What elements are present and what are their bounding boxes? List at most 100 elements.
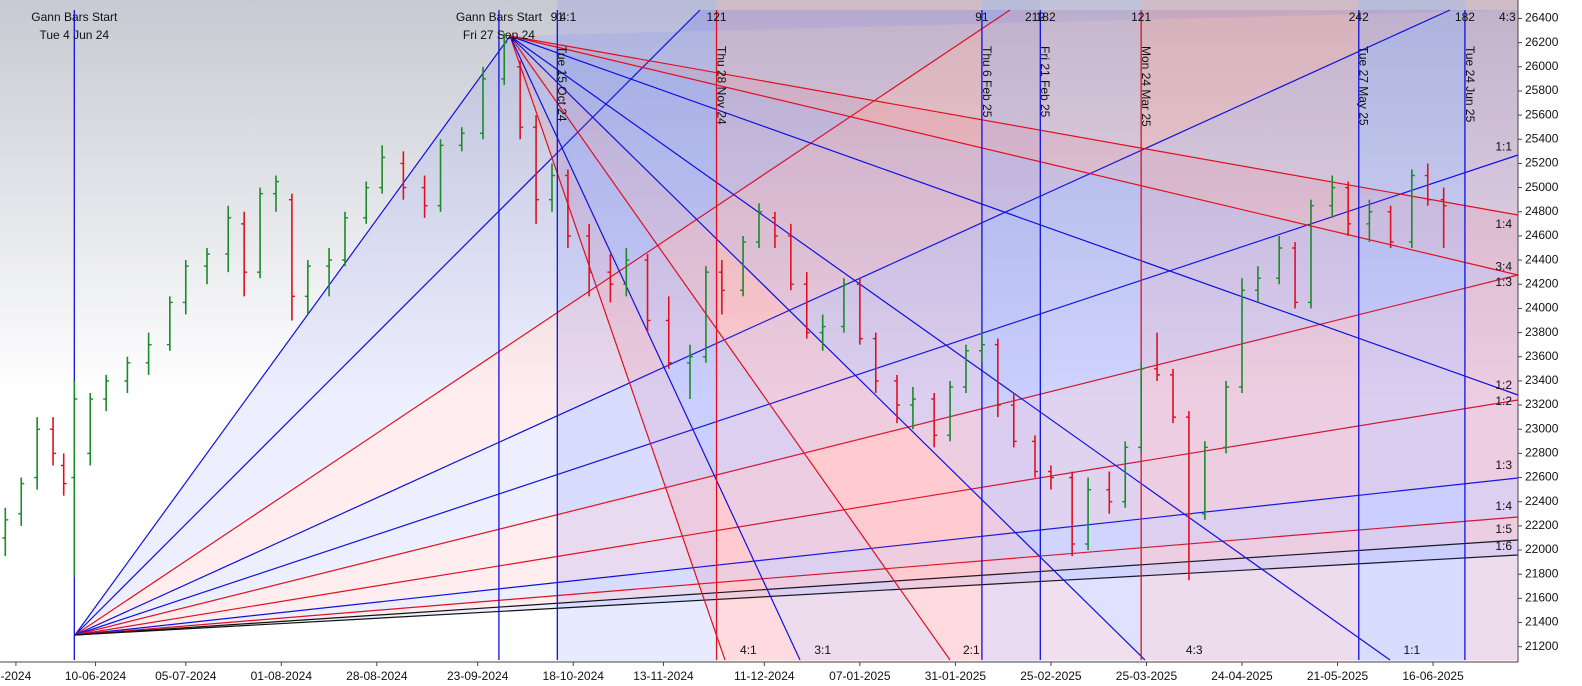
start-date: Tue 4 Jun 24 [40,28,110,42]
price-bar [756,203,762,249]
start-title: Gann Bars Start [31,10,118,24]
fan-line [74,477,1519,636]
x-tick-label: 18-10-2024 [543,669,605,683]
price-bar [437,139,444,212]
y-tick-label: 23200 [1525,397,1559,411]
x-tick-label: 07-01-2025 [829,669,891,683]
date-label: Fri 21 Feb 25 [1038,46,1052,118]
price-bar [644,254,651,333]
fan-line [74,9,701,636]
y-tick-label: 25000 [1525,180,1559,194]
y-tick-label: 24400 [1525,252,1559,266]
price-bar [623,248,630,297]
fan-label: 1:4 [1495,499,1512,513]
price-bar [665,296,672,369]
price-bar [1424,163,1431,206]
fan-line [74,9,1451,636]
fan-label: 3:1 [814,643,831,657]
price-bar [166,296,173,351]
price-bar [1239,278,1245,393]
top-label: 4:3 [1499,10,1516,24]
price-bar [400,151,407,200]
price-bar [819,314,826,351]
x-tick-label: 13-11-2024 [633,669,694,683]
fan-label: 4:3 [1186,643,1203,657]
price-bar [718,260,725,315]
fan-line [509,35,1391,661]
price-bar [1329,175,1336,218]
start-title: Gann Bars Start [456,10,543,24]
time-band [1358,0,1465,662]
price-bar [103,374,110,412]
price-bar [1138,362,1145,454]
axes: 21200 21400 21600 21800 22000 22200 22400 22600… [1,11,1559,684]
price-bar [1408,169,1415,249]
fan-sector [510,36,1518,660]
price-bar [840,278,847,333]
y-tick-label: 21800 [1525,566,1559,580]
y-tick-label: 24000 [1525,301,1559,315]
x-tick-label: 10-06-2024 [65,669,127,683]
price-bar [2,507,9,557]
price-bar [894,374,900,424]
y-tick-label: 21400 [1525,615,1559,629]
top-label: 4:1 [560,10,577,24]
start-date: Fri 27 Sep 24 [463,28,535,42]
price-bar [963,344,969,393]
price-bar [1185,411,1192,581]
price-bar [71,380,78,577]
price-bar [1106,471,1113,514]
date-label: Thu 6 Feb 25 [980,46,994,118]
date-label: Thu 28 Nov 24 [714,46,728,125]
top-label: 121 [707,10,727,24]
price-bar [145,332,152,375]
price-bar [273,175,279,212]
price-bar [480,66,486,140]
price-bar [1254,266,1261,303]
x-tick-label: 23-09-2024 [447,669,509,683]
fan-line [509,35,1146,661]
price-bar [740,235,747,297]
price-bar [607,254,614,303]
y-tick-label: 23000 [1525,421,1559,435]
price-bar [458,127,465,152]
fan-line [74,154,1519,636]
price-bar [1010,392,1017,448]
price-bar [1440,187,1447,249]
y-tick-label: 22200 [1525,518,1559,532]
fan-line [509,35,801,661]
price-bar [342,211,348,267]
fan-label: 4:1 [740,643,757,657]
fan-line [509,35,726,661]
fan-label: 2:1 [963,643,980,657]
price-bar [947,380,954,442]
x-tick-label: -2024 [1,669,32,683]
top-label: 121 [1131,10,1151,24]
axis-background [0,662,1582,686]
fan-label: 3:4 [1495,259,1512,273]
fan-line [74,516,1519,636]
price-bar [257,187,264,279]
top-label: 182 [1455,10,1475,24]
fan-label: 1:5 [1495,522,1512,536]
price-bar [1223,380,1230,454]
fan-line [509,35,1519,216]
price-bar [586,223,593,297]
time-band [981,0,1041,662]
top-label: 91 [551,10,565,24]
date-label: Tue 24 Jun 25 [1463,46,1477,123]
price-bar [1032,435,1038,478]
fan-label: 1:4 [1495,217,1512,231]
y-tick-label: 21600 [1525,591,1559,605]
fan-sector [75,10,1518,635]
fan-label: 1:3 [1495,275,1512,289]
price-bar [50,417,57,466]
price-bar [1308,199,1314,309]
time-band [1464,0,1518,662]
price-bar [687,344,693,400]
y-tick-label: 22000 [1525,542,1559,556]
price-bar [1085,477,1092,551]
axis-background [1518,0,1582,686]
price-bar [549,163,555,212]
price-bar [978,332,985,363]
